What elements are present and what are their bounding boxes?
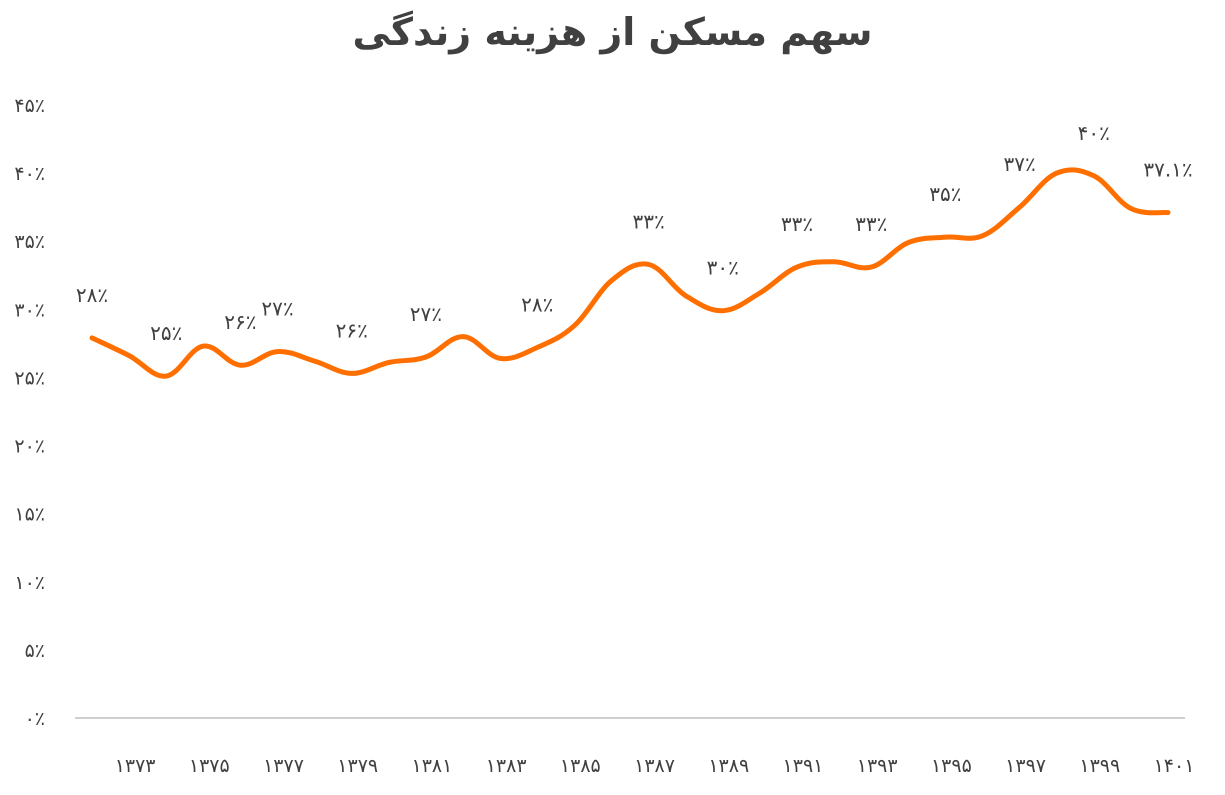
y-tick-label: ۳۵٪ [14, 231, 45, 253]
x-tick-label: ۱۳۷۹ [337, 755, 378, 777]
x-tick-label: ۱۳۹۱ [783, 755, 824, 777]
y-tick-label: ۲۰٪ [14, 436, 45, 458]
series-line [89, 167, 1171, 379]
x-tick-label: ۱۴۰۱ [1154, 755, 1195, 777]
data-label: ۴۰٪ [1078, 121, 1110, 145]
y-tick-label: ۴۰٪ [14, 163, 45, 185]
chart-title: سهم مسکن از هزینه زندگی [352, 10, 873, 54]
data-label: ۲۸٪ [521, 293, 553, 317]
data-label: ۳۷.۱٪ [1143, 158, 1192, 182]
x-tick-label: ۱۳۸۹ [708, 755, 749, 777]
data-label: ۲۵٪ [150, 321, 182, 345]
x-tick-label: ۱۳۸۳ [486, 755, 527, 777]
x-tick-label: ۱۳۷۳ [115, 755, 156, 777]
data-label: ۳۳٪ [632, 209, 664, 233]
x-tick-label: ۱۳۹۳ [857, 755, 898, 777]
x-tick-label: ۱۳۹۵ [931, 755, 972, 777]
y-tick-label: ۰٪ [25, 708, 45, 730]
y-tick-label: ۳۰٪ [14, 299, 45, 321]
data-label: ۲۶٪ [336, 318, 368, 342]
y-tick-label: ۱۵٪ [14, 504, 45, 526]
data-label: ۳۳٪ [781, 212, 813, 236]
data-label: ۲۸٪ [76, 283, 108, 307]
x-tick-label: ۱۳۹۷ [1005, 755, 1046, 777]
x-tick-label: ۱۳۷۵ [189, 755, 230, 777]
x-tick-label: ۱۳۸۵ [560, 755, 601, 777]
data-label: ۲۷٪ [410, 302, 442, 326]
y-tick-label: ۱۰٪ [14, 572, 45, 594]
data-label: ۲۶٪ [224, 310, 256, 334]
x-tick-label: ۱۳۸۷ [634, 755, 675, 777]
data-label: ۳۰٪ [707, 256, 739, 280]
data-label: ۲۷٪ [261, 297, 293, 321]
data-label: ۳۳٪ [855, 212, 887, 236]
data-label: ۳۷٪ [1003, 152, 1035, 176]
x-tick-label: ۱۳۷۷ [263, 755, 304, 777]
y-tick-label: ۵٪ [25, 640, 45, 662]
x-tick-label: ۱۳۸۱ [412, 755, 453, 777]
data-label: ۳۵٪ [929, 182, 961, 206]
y-tick-label: ۴۵٪ [14, 95, 45, 117]
y-tick-label: ۲۵٪ [14, 367, 45, 389]
x-tick-label: ۱۳۹۹ [1079, 755, 1120, 777]
